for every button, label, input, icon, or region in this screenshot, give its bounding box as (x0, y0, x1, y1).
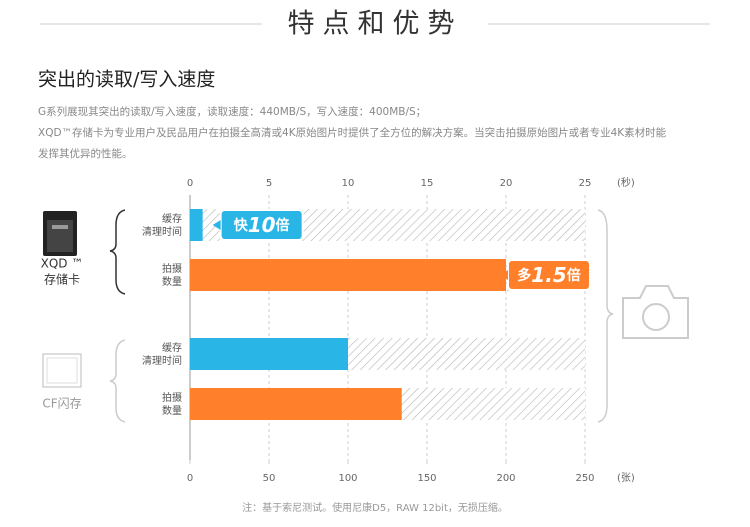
callout-pointer (212, 220, 221, 230)
callout-suffix: 倍 (276, 217, 290, 234)
x-tick-label: 15 (421, 178, 434, 189)
x2-tick-label: 50 (263, 473, 276, 484)
bar-label: 拍摄 (162, 391, 182, 404)
bar-label: 缓存 (162, 212, 182, 225)
bar-label: 数量 (162, 275, 182, 288)
bar-label: 清理时间 (142, 225, 182, 238)
callout-prefix: 多 (517, 267, 531, 284)
callout-number: 10 (248, 213, 276, 237)
callout-prefix: 快 (234, 217, 249, 234)
section-title: 突出的读取/写入速度 (38, 69, 215, 91)
brace (109, 209, 126, 295)
paragraph: 发挥其优异的性能。 (38, 147, 133, 160)
x2-tick-label: 200 (496, 473, 515, 484)
bar-label: 拍摄 (162, 262, 182, 275)
paragraph: XQD™存储卡为专业用户及民品用户在拍摄全高清或4K原始图片时提供了全方位的解决… (38, 126, 667, 139)
bar (190, 338, 348, 370)
x-tick-label: 5 (266, 178, 272, 189)
xqd-card-icon (43, 211, 77, 256)
brace (109, 339, 126, 423)
x-tick-label: 0 (187, 178, 193, 189)
x-tick-label: 10 (342, 178, 355, 189)
callout-pointer (500, 270, 508, 280)
page-title: 特点和优势 (288, 9, 463, 40)
bar-label: 清理时间 (142, 354, 182, 367)
bar-label: 数量 (162, 404, 182, 417)
x-unit: (秒) (617, 176, 635, 189)
group-label: XQD ™ (41, 257, 84, 271)
callout-text: 快10倍 (234, 213, 290, 237)
camera-icon (622, 285, 689, 339)
x2-unit: (张) (617, 472, 635, 484)
group-label: 存储卡 (44, 272, 80, 287)
x2-tick-label: 150 (417, 473, 436, 484)
x2-tick-label: 100 (338, 473, 357, 484)
bar-label: 缓存 (162, 341, 182, 354)
callout-suffix: 倍 (567, 267, 581, 284)
x2-tick-label: 0 (187, 473, 193, 484)
footnote: 注：基于索尼测试。使用尼康D5，RAW 12bit，无损压缩。 (242, 501, 508, 514)
bar (190, 209, 203, 241)
x-tick-label: 20 (500, 178, 513, 189)
brace (597, 209, 614, 423)
callout-number: 1.5 (531, 263, 566, 287)
x-tick-label: 25 (579, 178, 592, 189)
cf-card-icon (42, 353, 82, 388)
x2-tick-label: 250 (575, 473, 594, 484)
paragraph: G系列展现其突出的读取/写入速度，读取速度：440MB/S，写入速度：400MB… (38, 105, 426, 118)
bar (190, 259, 506, 291)
bar (190, 388, 402, 420)
group-label: CF闪存 (42, 397, 81, 411)
callout-text: 多1.5倍 (517, 263, 580, 287)
